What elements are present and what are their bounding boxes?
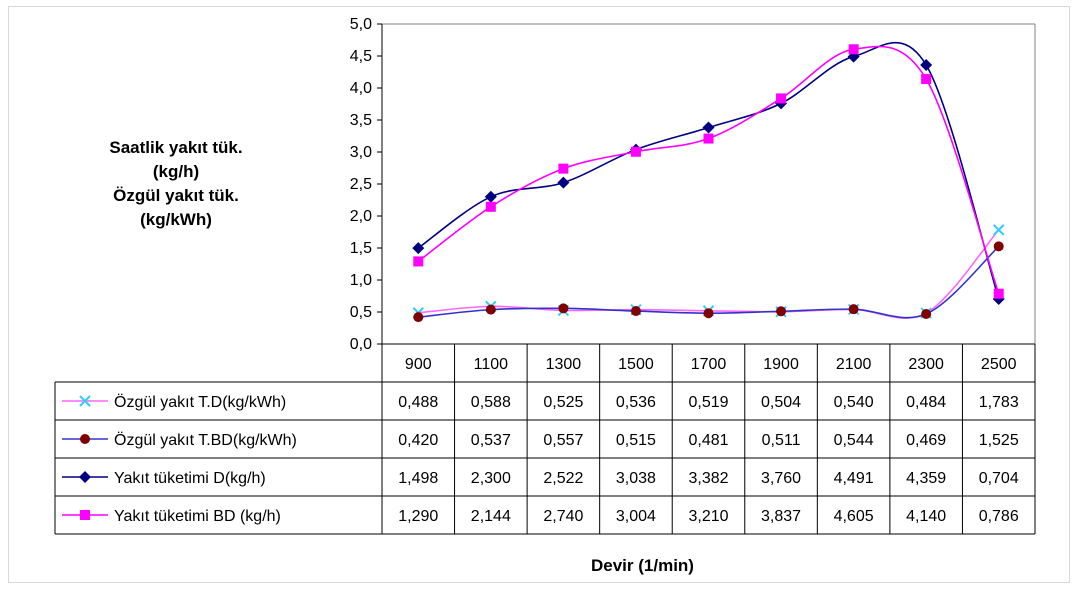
legend-label-3: Yakıt tüketimi D(kg/h) (114, 470, 266, 487)
series-4-point (413, 256, 424, 267)
series-2-point (993, 241, 1004, 252)
series-4-point (776, 93, 787, 104)
series-1-line (418, 229, 1000, 319)
table-cell-value: 2,522 (543, 470, 583, 487)
x-tick-label: 1100 (474, 356, 509, 373)
x-tick-label: 1300 (546, 356, 582, 373)
table-cell-value: 0,504 (761, 394, 801, 411)
table-cell-value: 4,491 (834, 470, 874, 487)
series-3-point (920, 59, 933, 72)
table-cell-value: 2,740 (543, 508, 583, 525)
y-axis-title-line-1: Saatlik yakıt tük. (109, 138, 243, 157)
series-4-point (558, 163, 569, 174)
series-2-point (558, 303, 569, 314)
table-cell-value: 3,038 (616, 470, 656, 487)
table-cell-value: 3,382 (688, 470, 728, 487)
table-cell-value: 3,210 (688, 508, 728, 525)
table-cell-value: 2,144 (471, 508, 511, 525)
series-4-line (417, 45, 1000, 294)
series-3-line (417, 42, 1000, 300)
series-3-point (557, 176, 570, 189)
series-2-point (776, 306, 787, 317)
x-tick-label: 1500 (618, 356, 654, 373)
x-tick-label: 2300 (908, 356, 944, 373)
table-cell-value: 1,290 (398, 508, 438, 525)
series-4-point (703, 133, 714, 144)
table-cell-value: 0,704 (979, 470, 1019, 487)
x-tick-label: 900 (405, 356, 432, 373)
table-cell-value: 1,783 (979, 394, 1019, 411)
series-2-point (485, 304, 496, 315)
x-tick-label: 2500 (981, 356, 1017, 373)
series-2-point (921, 308, 932, 319)
series-4-point (485, 201, 496, 212)
x-axis-title: Devir (1/min) (591, 556, 694, 575)
y-tick-label: 0,5 (350, 304, 372, 321)
table-cell-value: 0,488 (398, 394, 438, 411)
table-cell-value: 0,525 (543, 394, 583, 411)
y-tick-label: 4,5 (350, 48, 372, 65)
table-cell-value: 3,837 (761, 508, 801, 525)
table-cell-value: 0,588 (471, 394, 511, 411)
legend-key-marker-1 (79, 395, 91, 407)
table-cell-value: 0,537 (471, 432, 511, 449)
legend-label-1: Özgül yakıt T.D(kg/kWh) (114, 393, 286, 411)
legend-key-marker-4 (80, 510, 90, 520)
series-4-point (630, 146, 641, 157)
table-cell-value: 0,511 (762, 432, 801, 449)
series-2-point (630, 306, 641, 317)
series-3-point (702, 121, 715, 134)
legend-key-marker-2 (80, 434, 90, 444)
table-cell-value: 0,557 (543, 432, 583, 449)
x-tick-label: 1900 (763, 356, 799, 373)
y-tick-label: 0,0 (350, 336, 372, 353)
y-tick-label: 1,5 (350, 240, 372, 257)
table-cell-value: 0,544 (834, 432, 874, 449)
legend-label-2: Özgül yakıt T.BD(kg/kWh) (114, 431, 297, 449)
table-cell-value: 0,481 (688, 432, 728, 449)
x-tick-label: 2100 (836, 356, 872, 373)
chart-frame (8, 6, 1070, 583)
table-cell-value: 4,359 (906, 470, 946, 487)
x-tick-label: 1700 (691, 356, 727, 373)
table-cell-value: 0,469 (906, 432, 946, 449)
table-cell-value: 3,760 (761, 470, 801, 487)
series-2-point (413, 312, 424, 323)
y-tick-label: 1,0 (350, 272, 372, 289)
y-tick-label: 3,0 (350, 144, 372, 161)
y-axis-title-line-2: (kg/h) (152, 162, 200, 181)
y-tick-label: 2,5 (350, 176, 372, 193)
y-tick-label: 3,5 (350, 112, 372, 129)
legend-key-marker-3 (79, 471, 91, 483)
table-cell-value: 0,540 (834, 394, 874, 411)
y-axis-title-line-3: Özgül yakıt tük. (113, 186, 239, 205)
table-cell-value: 1,525 (979, 432, 1019, 449)
table-cell-value: 3,004 (616, 508, 656, 525)
series-4-point (848, 44, 859, 55)
table-cell-value: 0,484 (906, 394, 946, 411)
series-2-point (848, 304, 859, 315)
table-cell-value: 0,536 (616, 394, 656, 411)
y-axis-title-line-4: (kg/kWh) (140, 210, 212, 229)
series-3-point (412, 242, 425, 255)
table-cell-value: 4,140 (906, 508, 946, 525)
table-cell-value: 0,515 (616, 432, 656, 449)
y-tick-label: 2,0 (350, 208, 372, 225)
series-3-point (484, 190, 497, 203)
series-1-point (993, 224, 1005, 236)
y-tick-label: 4,0 (350, 80, 372, 97)
series-2-point (703, 308, 714, 319)
table-cell-value: 0,519 (688, 394, 728, 411)
series-4-point (921, 74, 932, 85)
table-cell-value: 0,786 (979, 508, 1019, 525)
legend-label-4: Yakıt tüketimi BD (kg/h) (114, 508, 281, 525)
y-axis-title: Saatlik yakıt tük. (kg/h) Özgül yakıt tü… (60, 136, 292, 232)
series-4-point (993, 288, 1004, 299)
table-cell-value: 4,605 (834, 508, 874, 525)
table-cell-value: 1,498 (398, 470, 438, 487)
table-cell-value: 2,300 (471, 470, 511, 487)
table-cell-value: 0,420 (398, 432, 438, 449)
y-tick-label: 5,0 (350, 16, 372, 33)
